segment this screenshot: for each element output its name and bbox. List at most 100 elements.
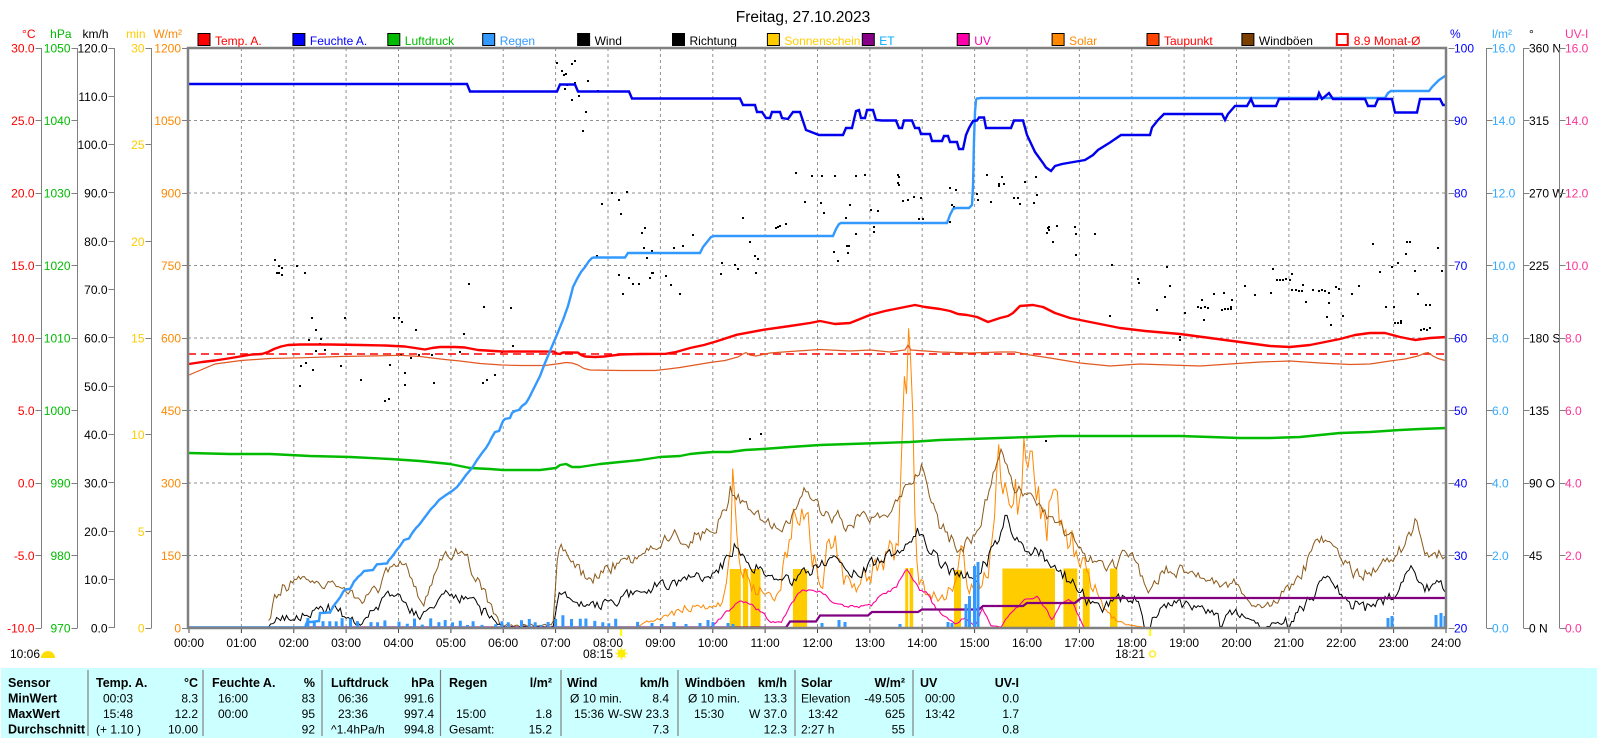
svg-text:Temp. A.: Temp. A. <box>215 34 262 48</box>
svg-text:Sonnenschein: Sonnenschein <box>784 34 860 48</box>
svg-text:Freitag, 27.10.2023: Freitag, 27.10.2023 <box>736 9 870 26</box>
svg-text:UV: UV <box>974 34 991 48</box>
svg-text:315: 315 <box>1529 114 1549 128</box>
svg-text:W/m²: W/m² <box>153 27 182 41</box>
svg-text:2:27 h: 2:27 h <box>801 723 834 737</box>
svg-text:10:00: 10:00 <box>698 636 728 650</box>
svg-text:60.0: 60.0 <box>84 332 108 346</box>
svg-text:°: ° <box>1529 27 1534 41</box>
svg-text:30.0: 30.0 <box>84 477 108 491</box>
svg-text:4.0: 4.0 <box>1565 477 1582 491</box>
svg-text:900: 900 <box>161 187 181 201</box>
svg-text:90: 90 <box>1454 114 1468 128</box>
svg-text:°C: °C <box>184 676 198 690</box>
svg-text:970: 970 <box>50 622 70 636</box>
svg-text:60: 60 <box>1454 332 1468 346</box>
svg-text:07:00: 07:00 <box>541 636 571 650</box>
svg-text:100.0: 100.0 <box>77 138 107 152</box>
svg-text:16.0: 16.0 <box>1565 42 1589 56</box>
svg-text:^1.4hPa/h: ^1.4hPa/h <box>331 723 385 737</box>
svg-text:300: 300 <box>161 477 181 491</box>
svg-text:120.0: 120.0 <box>77 42 107 56</box>
svg-text:15:48: 15:48 <box>103 707 133 721</box>
svg-text:8.9 Monat-Ø: 8.9 Monat-Ø <box>1354 34 1421 48</box>
svg-text:20: 20 <box>131 235 145 249</box>
svg-text:14.0: 14.0 <box>1492 114 1516 128</box>
svg-text:0: 0 <box>138 622 145 636</box>
svg-text:25.0: 25.0 <box>11 114 35 128</box>
svg-text:Luftdruck: Luftdruck <box>405 34 455 48</box>
svg-text:10.0: 10.0 <box>11 332 35 346</box>
svg-text:1030: 1030 <box>44 187 71 201</box>
svg-text:1.8: 1.8 <box>535 707 552 721</box>
svg-text:16:00: 16:00 <box>1012 636 1042 650</box>
svg-text:150: 150 <box>161 549 181 563</box>
svg-text:06:36: 06:36 <box>338 692 368 706</box>
svg-text:18:00: 18:00 <box>1117 636 1147 650</box>
svg-text:18:21: 18:21 <box>1115 647 1145 661</box>
svg-text:750: 750 <box>161 259 181 273</box>
svg-text:15:00: 15:00 <box>456 707 486 721</box>
svg-text:l/m²: l/m² <box>530 676 552 690</box>
svg-text:Elevation: Elevation <box>801 692 850 706</box>
svg-text:25: 25 <box>131 138 145 152</box>
svg-text:1020: 1020 <box>44 259 71 273</box>
svg-text:06:00: 06:00 <box>488 636 518 650</box>
svg-text:10: 10 <box>131 428 145 442</box>
svg-text:12.2: 12.2 <box>175 707 199 721</box>
svg-text:Windböen: Windböen <box>1259 34 1313 48</box>
svg-text:8.0: 8.0 <box>1565 332 1582 346</box>
svg-text:hPa: hPa <box>50 27 72 41</box>
svg-text:l/m²: l/m² <box>1492 27 1512 41</box>
svg-text:2.0: 2.0 <box>1565 549 1582 563</box>
svg-text:0.0: 0.0 <box>91 622 108 636</box>
svg-text:Solar: Solar <box>801 676 832 690</box>
svg-text:110.0: 110.0 <box>78 90 107 104</box>
svg-text:4.0: 4.0 <box>1492 477 1509 491</box>
svg-text:135: 135 <box>1529 404 1549 418</box>
svg-text:08:15: 08:15 <box>583 647 613 661</box>
svg-text:km/h: km/h <box>640 676 669 690</box>
svg-text:0.0: 0.0 <box>1002 692 1019 706</box>
svg-text:km/h: km/h <box>82 27 108 41</box>
svg-text:980: 980 <box>50 549 70 563</box>
svg-text:00:00: 00:00 <box>174 636 204 650</box>
svg-text:16.0: 16.0 <box>1492 42 1516 56</box>
svg-text:10.0: 10.0 <box>1565 259 1589 273</box>
svg-text:990: 990 <box>50 477 70 491</box>
svg-text:03:00: 03:00 <box>331 636 361 650</box>
svg-text:15:36: 15:36 <box>574 707 604 721</box>
svg-text:360 N: 360 N <box>1529 42 1561 56</box>
svg-text:55: 55 <box>892 723 906 737</box>
svg-text:11:00: 11:00 <box>751 636 780 650</box>
svg-text:92: 92 <box>302 723 316 737</box>
svg-text:W-SW 23.3: W-SW 23.3 <box>608 707 669 721</box>
svg-text:Durchschnitt: Durchschnitt <box>8 723 86 737</box>
svg-text:1000: 1000 <box>44 404 71 418</box>
svg-text:80: 80 <box>1454 187 1468 201</box>
svg-text:30: 30 <box>1454 549 1468 563</box>
svg-text:Taupunkt: Taupunkt <box>1164 34 1213 48</box>
svg-text:-49.505: -49.505 <box>864 692 905 706</box>
svg-text:1050: 1050 <box>154 114 181 128</box>
svg-text:70.0: 70.0 <box>84 283 108 297</box>
svg-text:-10.0: -10.0 <box>7 622 35 636</box>
svg-text:08:00: 08:00 <box>593 636 623 650</box>
svg-text:13:00: 13:00 <box>855 636 885 650</box>
svg-text:hPa: hPa <box>411 676 435 690</box>
svg-text:45: 45 <box>1529 549 1543 563</box>
svg-text:90.0: 90.0 <box>84 187 108 201</box>
svg-text:0.8: 0.8 <box>1002 723 1019 737</box>
svg-text:180 S: 180 S <box>1529 332 1560 346</box>
svg-text:24:00: 24:00 <box>1431 636 1461 650</box>
svg-text:12:00: 12:00 <box>802 636 832 650</box>
svg-text:90 O: 90 O <box>1529 477 1555 491</box>
svg-text:991.6: 991.6 <box>404 692 434 706</box>
svg-text:20.0: 20.0 <box>11 187 35 201</box>
svg-text:15: 15 <box>131 332 145 346</box>
svg-text:13.3: 13.3 <box>764 692 788 706</box>
svg-text:16:00: 16:00 <box>218 692 248 706</box>
svg-text:km/h: km/h <box>758 676 787 690</box>
svg-text:W 37.0: W 37.0 <box>749 707 787 721</box>
svg-text:20: 20 <box>1454 622 1468 636</box>
